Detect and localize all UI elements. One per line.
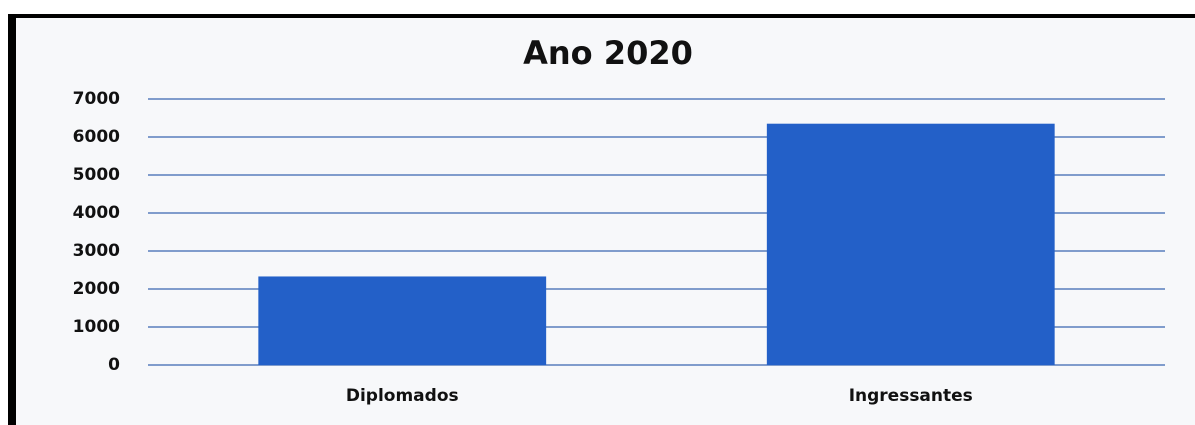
- bar: [766, 123, 1055, 365]
- frame-left: [8, 14, 16, 425]
- y-tick-label: 6000: [73, 127, 120, 147]
- y-tick-label: 0: [108, 355, 120, 375]
- chart-title: Ano 2020: [523, 34, 693, 72]
- y-tick-label: 1000: [73, 317, 120, 337]
- y-tick-label: 7000: [73, 89, 120, 109]
- bar: [258, 276, 547, 365]
- frame-top: [8, 14, 1195, 18]
- y-tick-label: 4000: [73, 203, 120, 223]
- y-tick-label: 2000: [73, 279, 120, 299]
- x-tick-label: Ingressantes: [849, 386, 973, 406]
- y-tick-label: 3000: [73, 241, 120, 261]
- x-tick-label: Diplomados: [346, 386, 459, 406]
- y-tick-label: 5000: [73, 165, 120, 185]
